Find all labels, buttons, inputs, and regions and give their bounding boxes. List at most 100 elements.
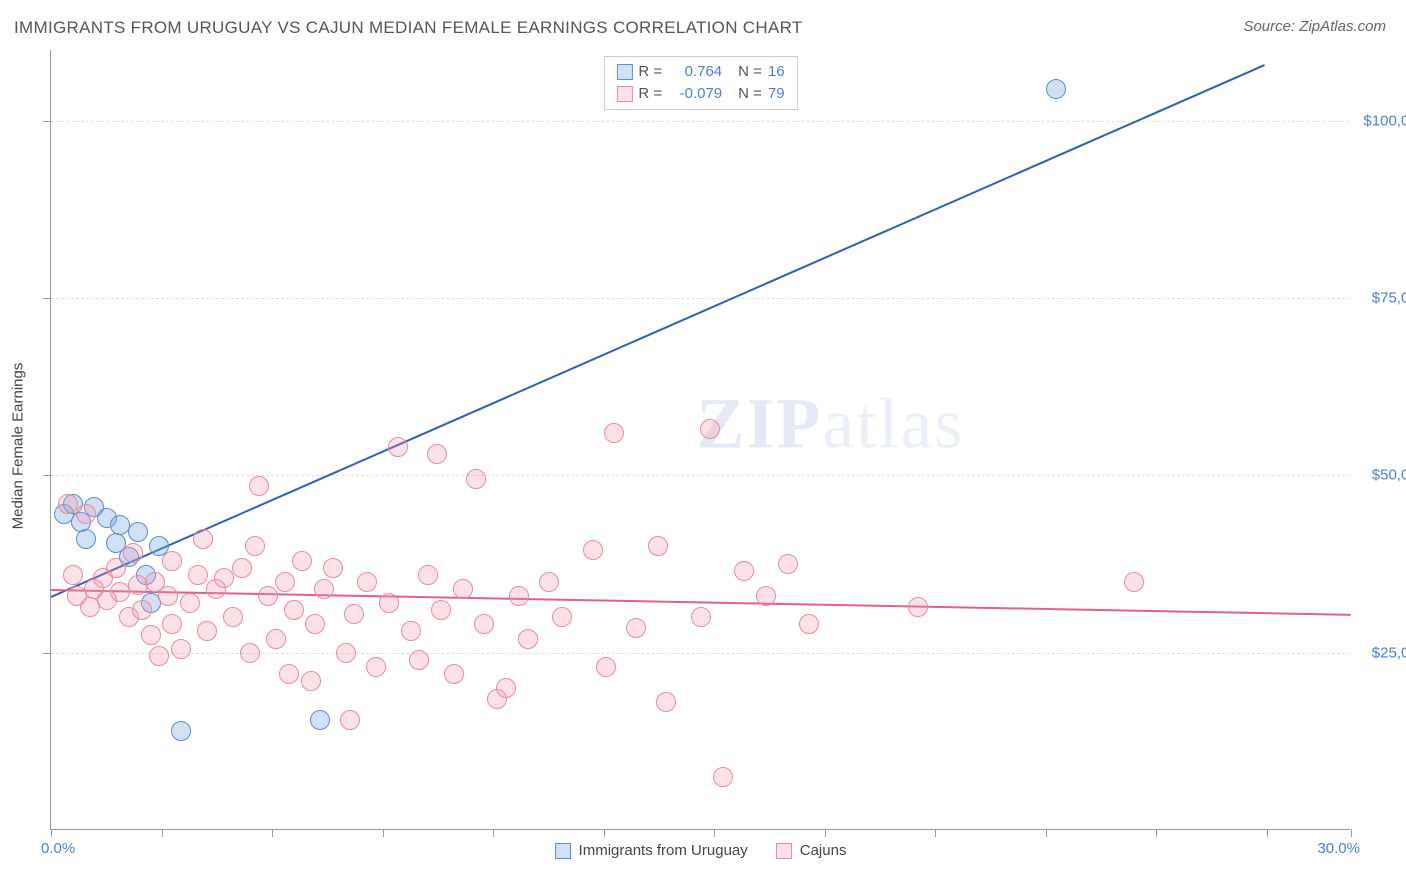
data-point [496,678,516,698]
data-point [700,419,720,439]
data-point [509,586,529,606]
data-point [128,522,148,542]
data-point [427,444,447,464]
gridline [51,298,1350,299]
data-point [223,607,243,627]
data-point [1124,572,1144,592]
data-point [214,568,234,588]
correlation-legend: R =0.764N =16R = -0.079 N = 79 [603,56,797,110]
x-tick [1351,829,1352,837]
data-point [626,618,646,638]
data-point [266,629,286,649]
data-point [388,437,408,457]
chart-title: IMMIGRANTS FROM URUGUAY VS CAJUN MEDIAN … [14,18,803,38]
x-tick [1156,829,1157,837]
data-point [444,664,464,684]
watermark-text: ZIPatlas [696,382,964,465]
legend-swatch [776,843,792,859]
y-tick [43,475,51,476]
data-point [474,614,494,634]
data-point [171,721,191,741]
trend-line [51,64,1265,598]
chart-container: IMMIGRANTS FROM URUGUAY VS CAJUN MEDIAN … [0,0,1406,892]
data-point [466,469,486,489]
x-tick [51,829,52,837]
data-point [366,657,386,677]
data-point [409,650,429,670]
data-point [691,607,711,627]
x-tick [604,829,605,837]
data-point [249,476,269,496]
data-point [648,536,668,556]
data-point [180,593,200,613]
legend-r-label: R = [638,61,662,83]
data-point [305,614,325,634]
data-point [63,565,83,585]
data-point [539,572,559,592]
data-point [583,540,603,560]
x-tick [935,829,936,837]
data-point [279,664,299,684]
data-point [292,551,312,571]
data-point [713,767,733,787]
source-attribution: Source: ZipAtlas.com [1243,18,1386,35]
data-point [188,565,208,585]
y-tick-label: $25,000 [1372,644,1406,661]
x-tick [825,829,826,837]
data-point [245,536,265,556]
data-point [301,671,321,691]
data-point [1046,79,1066,99]
series-legend: Immigrants from UruguayCajuns [555,842,847,859]
data-point [431,600,451,620]
legend-swatch [616,86,632,102]
data-point [171,639,191,659]
data-point [106,558,126,578]
data-point [453,579,473,599]
y-tick-label: $75,000 [1372,290,1406,307]
data-point [193,529,213,549]
x-tick [383,829,384,837]
data-point [149,646,169,666]
data-point [323,558,343,578]
legend-row: R =-0.079N =79 [616,83,784,105]
data-point [778,554,798,574]
legend-n-label: N = [738,83,762,105]
data-point [401,621,421,641]
plot-area: ZIPatlas R =0.764N =16R =-0.079N =79 Imm… [50,50,1350,830]
data-point [314,579,334,599]
data-point [76,504,96,524]
data-point [656,692,676,712]
legend-row: R =0.764N =16 [616,61,784,83]
y-tick [43,121,51,122]
x-axis-max-label: 30.0% [1317,840,1360,857]
data-point [518,629,538,649]
data-point [158,586,178,606]
legend-n-value: 79 [768,83,785,105]
legend-r-value: -0.079 [668,83,722,105]
data-point [340,710,360,730]
data-point [232,558,252,578]
y-tick-label: $100,000 [1363,112,1406,129]
data-point [258,586,278,606]
x-tick [162,829,163,837]
data-point [756,586,776,606]
data-point [379,593,399,613]
data-point [799,614,819,634]
data-point [76,529,96,549]
legend-n-value: 16 [768,61,785,83]
data-point [141,625,161,645]
legend-series-name: Immigrants from Uruguay [579,842,748,859]
data-point [418,565,438,585]
data-point [357,572,377,592]
data-point [604,423,624,443]
data-point [240,643,260,663]
x-axis-min-label: 0.0% [41,840,75,857]
y-tick [43,298,51,299]
legend-swatch [555,843,571,859]
data-point [734,561,754,581]
data-point [336,643,356,663]
x-tick [1046,829,1047,837]
x-tick [493,829,494,837]
data-point [596,657,616,677]
y-tick-label: $50,000 [1372,467,1406,484]
